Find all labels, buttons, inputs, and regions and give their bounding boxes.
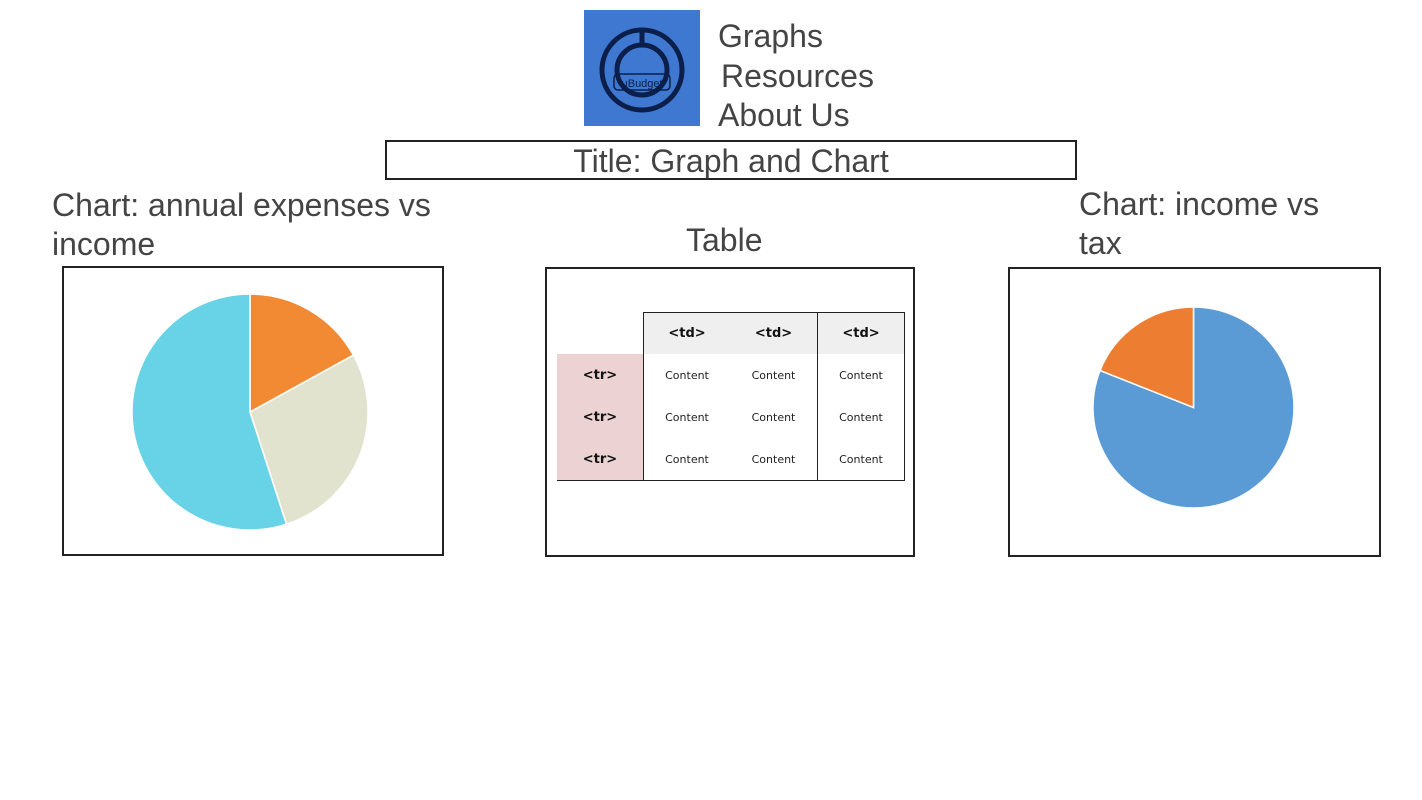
- pie-slice: [131, 293, 288, 531]
- data-table: <td> <td> <td> <tr> Content Content Cont…: [557, 312, 905, 481]
- page-title: Title: Graph and Chart: [385, 140, 1077, 180]
- table-corner-cell: [557, 313, 644, 355]
- nav-link-graphs[interactable]: Graphs: [718, 18, 823, 54]
- table-header-cell: <td>: [817, 312, 905, 354]
- table-row-header: <tr>: [557, 354, 644, 396]
- table-cell: Content: [643, 438, 730, 481]
- annual-expenses-pie-chart: [131, 293, 369, 531]
- pie-slice: [249, 354, 369, 526]
- logo-wordmark: μBudget: [621, 78, 662, 90]
- table-cell: Content: [817, 396, 905, 438]
- table-header-cell: <td>: [643, 312, 730, 354]
- logo[interactable]: μBudget: [584, 10, 700, 126]
- table-cell: Content: [643, 354, 730, 396]
- pie-slice: [1099, 306, 1195, 409]
- heading-income-tax-chart: Chart: income vs tax: [1079, 186, 1320, 261]
- income-tax-pie-chart: [1092, 306, 1295, 509]
- table-cell: Content: [730, 354, 818, 396]
- pie-slice: [249, 293, 355, 414]
- table-header-row: <td> <td> <td>: [557, 312, 905, 355]
- table-cell: Content: [730, 438, 818, 481]
- logo-graphic: μBudget: [584, 10, 700, 126]
- table-cell: Content: [817, 354, 905, 396]
- table-row: <tr> Content Content Content: [557, 438, 905, 481]
- heading-table: Table: [686, 222, 763, 258]
- nav-link-resources[interactable]: Resources: [721, 58, 874, 94]
- heading-annual-expenses-chart: Chart: annual expenses vs income: [52, 187, 431, 262]
- table-row: <tr> Content Content Content: [557, 354, 905, 396]
- table-cell: Content: [817, 438, 905, 481]
- table-cell: Content: [730, 396, 818, 438]
- table-row-header: <tr>: [557, 396, 644, 438]
- table-cell: Content: [643, 396, 730, 438]
- table-header-cell: <td>: [730, 312, 818, 354]
- nav-link-about-us[interactable]: About Us: [718, 97, 850, 133]
- table-row-header: <tr>: [557, 438, 644, 481]
- table-row: <tr> Content Content Content: [557, 396, 905, 438]
